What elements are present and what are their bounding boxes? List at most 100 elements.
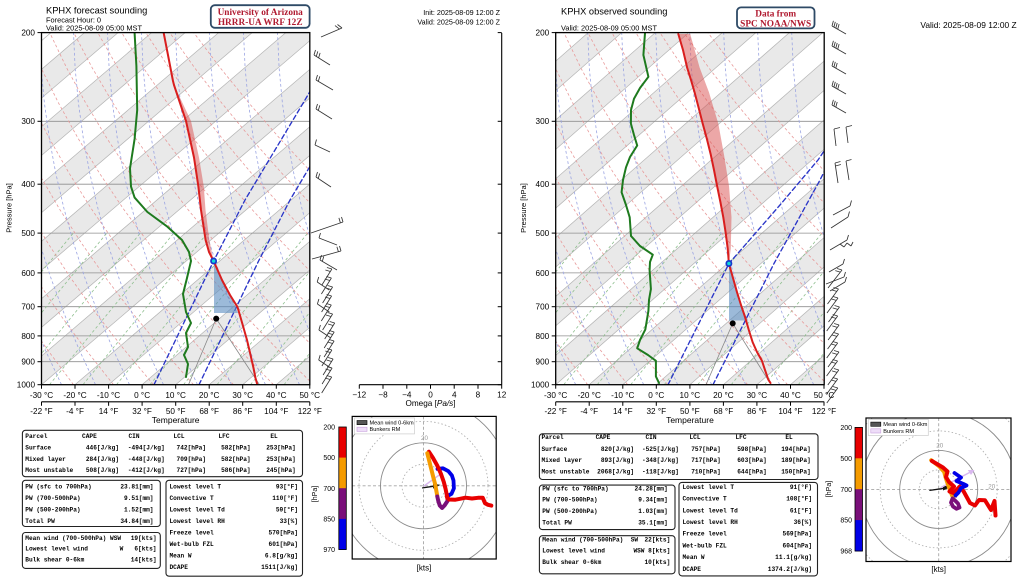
svg-text:36[%]: 36[%] [794,519,812,526]
svg-text:−4: −4 [402,391,412,400]
svg-text:400: 400 [21,180,35,189]
svg-text:0: 0 [428,391,433,400]
svg-text:Data from: Data from [755,9,796,19]
svg-text:Mean W: Mean W [170,552,192,559]
svg-text:727[hPa]: 727[hPa] [177,467,206,474]
svg-text:32 °F: 32 °F [132,407,152,416]
svg-text:Temperature: Temperature [666,415,714,425]
svg-text:[kts]: [kts] [931,565,946,574]
svg-text:300: 300 [21,117,35,126]
svg-text:Surface: Surface [542,446,568,453]
svg-text:33[%]: 33[%] [280,518,298,525]
svg-text:SPC NOAA/NWS: SPC NOAA/NWS [740,20,811,30]
svg-text:20 °C: 20 °C [199,391,220,400]
svg-text:KPHX forecast sounding: KPHX forecast sounding [46,6,147,16]
svg-text:-118[J/kg]: -118[J/kg] [642,469,679,476]
svg-text:PW (500-200hPa): PW (500-200hPa) [542,508,597,515]
svg-text:Lowest level T: Lowest level T [683,484,735,491]
svg-text:Bunkers RM: Bunkers RM [370,427,401,433]
svg-text:Valid: 2025-08-09 05:00 MST: Valid: 2025-08-09 05:00 MST [46,24,142,33]
svg-text:Freeze level: Freeze level [170,529,215,536]
svg-text:50 °F: 50 °F [166,407,186,416]
svg-text:245[hPa]: 245[hPa] [266,467,295,474]
svg-text:700: 700 [536,303,550,312]
svg-text:-494[J/kg]: -494[J/kg] [128,445,165,452]
svg-text:50 °F: 50 °F [680,407,700,416]
svg-text:12: 12 [497,391,507,400]
svg-text:PW (sfc to 700hPa): PW (sfc to 700hPa) [25,483,91,490]
svg-text:Mean wind 0-6km: Mean wind 0-6km [370,421,414,427]
svg-text:104 °F: 104 °F [778,407,802,416]
svg-text:500: 500 [323,455,335,462]
svg-text:93[°F]: 93[°F] [276,483,298,490]
svg-text:40 °C: 40 °C [266,391,287,400]
svg-text:253[hPa]: 253[hPa] [266,445,295,452]
svg-text:PW (sfc to 700hPa): PW (sfc to 700hPa) [542,485,608,492]
svg-text:Lowest level RH: Lowest level RH [683,519,739,526]
svg-text:700: 700 [840,487,852,494]
svg-text:DCAPE: DCAPE [683,566,702,573]
svg-text:4: 4 [452,391,457,400]
svg-text:586[hPa]: 586[hPa] [221,467,250,474]
svg-text:644[hPa]: 644[hPa] [737,469,766,476]
svg-text:-10 °C: -10 °C [97,391,120,400]
svg-text:9.51[mm]: 9.51[mm] [124,495,153,502]
svg-text:Most unstable: Most unstable [542,469,590,476]
svg-text:CAPE: CAPE [82,433,97,440]
svg-text:194[hPa]: 194[hPa] [781,446,810,453]
svg-text:8: 8 [476,391,481,400]
svg-text:0 °C: 0 °C [648,391,664,400]
svg-text:104 °F: 104 °F [264,407,288,416]
svg-text:200: 200 [323,425,335,432]
svg-text:University of Arizona: University of Arizona [218,8,304,18]
svg-text:14 °F: 14 °F [613,407,633,416]
svg-text:601[hPa]: 601[hPa] [269,541,298,548]
svg-text:500: 500 [840,456,852,463]
svg-text:200: 200 [536,29,550,38]
svg-text:-22 °F: -22 °F [545,407,567,416]
svg-text:-20 °C: -20 °C [578,391,601,400]
svg-text:Mean W: Mean W [683,554,705,561]
svg-text:20 °C: 20 °C [713,391,734,400]
svg-text:-10 °C: -10 °C [611,391,634,400]
svg-text:122 °F: 122 °F [298,407,322,416]
svg-text:110[°F]: 110[°F] [272,495,298,502]
svg-text:570[hPa]: 570[hPa] [269,529,298,536]
svg-text:DCAPE: DCAPE [170,564,189,571]
svg-text:757[hPa]: 757[hPa] [691,446,720,453]
svg-text:600: 600 [21,269,35,278]
svg-text:446[J/kg]: 446[J/kg] [86,445,119,452]
svg-text:-30 °C: -30 °C [544,391,567,400]
svg-text:LCL: LCL [689,434,700,441]
svg-text:CIN: CIN [645,434,656,441]
svg-text:0 °C: 0 °C [134,391,150,400]
svg-text:Convective T: Convective T [170,495,215,502]
svg-text:Valid: 2025-08-09 12:00 Z: Valid: 2025-08-09 12:00 Z [417,18,500,27]
svg-text:Init: 2025-08-09 12:00 Z: Init: 2025-08-09 12:00 Z [423,8,500,17]
svg-text:Convective T: Convective T [683,496,728,503]
svg-text:900: 900 [21,358,35,367]
svg-text:700: 700 [323,486,335,493]
svg-text:Mean wind (700-500hPa) SW: Mean wind (700-500hPa) SW [542,536,638,543]
svg-text:LFC: LFC [218,433,229,440]
svg-text:1374.2[J/kg]: 1374.2[J/kg] [768,566,812,573]
svg-text:-20 °C: -20 °C [63,391,86,400]
svg-text:EL: EL [785,434,793,441]
svg-text:2068[J/kg]: 2068[J/kg] [597,469,634,476]
svg-text:850: 850 [323,516,335,523]
svg-text:-525[J/kg]: -525[J/kg] [642,446,679,453]
svg-text:PW (500-200hPa): PW (500-200hPa) [25,506,80,513]
svg-text:604[hPa]: 604[hPa] [783,542,812,549]
svg-text:122 °F: 122 °F [812,407,836,416]
svg-text:Wet-bulb FZL: Wet-bulb FZL [170,541,215,548]
svg-text:Surface: Surface [25,445,51,452]
svg-text:6.8[g/kg]: 6.8[g/kg] [265,552,298,559]
svg-text:Omega [Pa/s]: Omega [Pa/s] [405,399,455,408]
svg-text:61[°F]: 61[°F] [790,507,812,514]
svg-text:[kts]: [kts] [417,564,432,573]
svg-text:500: 500 [21,229,35,238]
svg-text:LCL: LCL [173,433,184,440]
svg-text:Valid: 2025-08-09 12:00 Z: Valid: 2025-08-09 12:00 Z [920,20,1016,30]
svg-text:500: 500 [536,229,550,238]
svg-text:508[J/kg]: 508[J/kg] [86,467,119,474]
